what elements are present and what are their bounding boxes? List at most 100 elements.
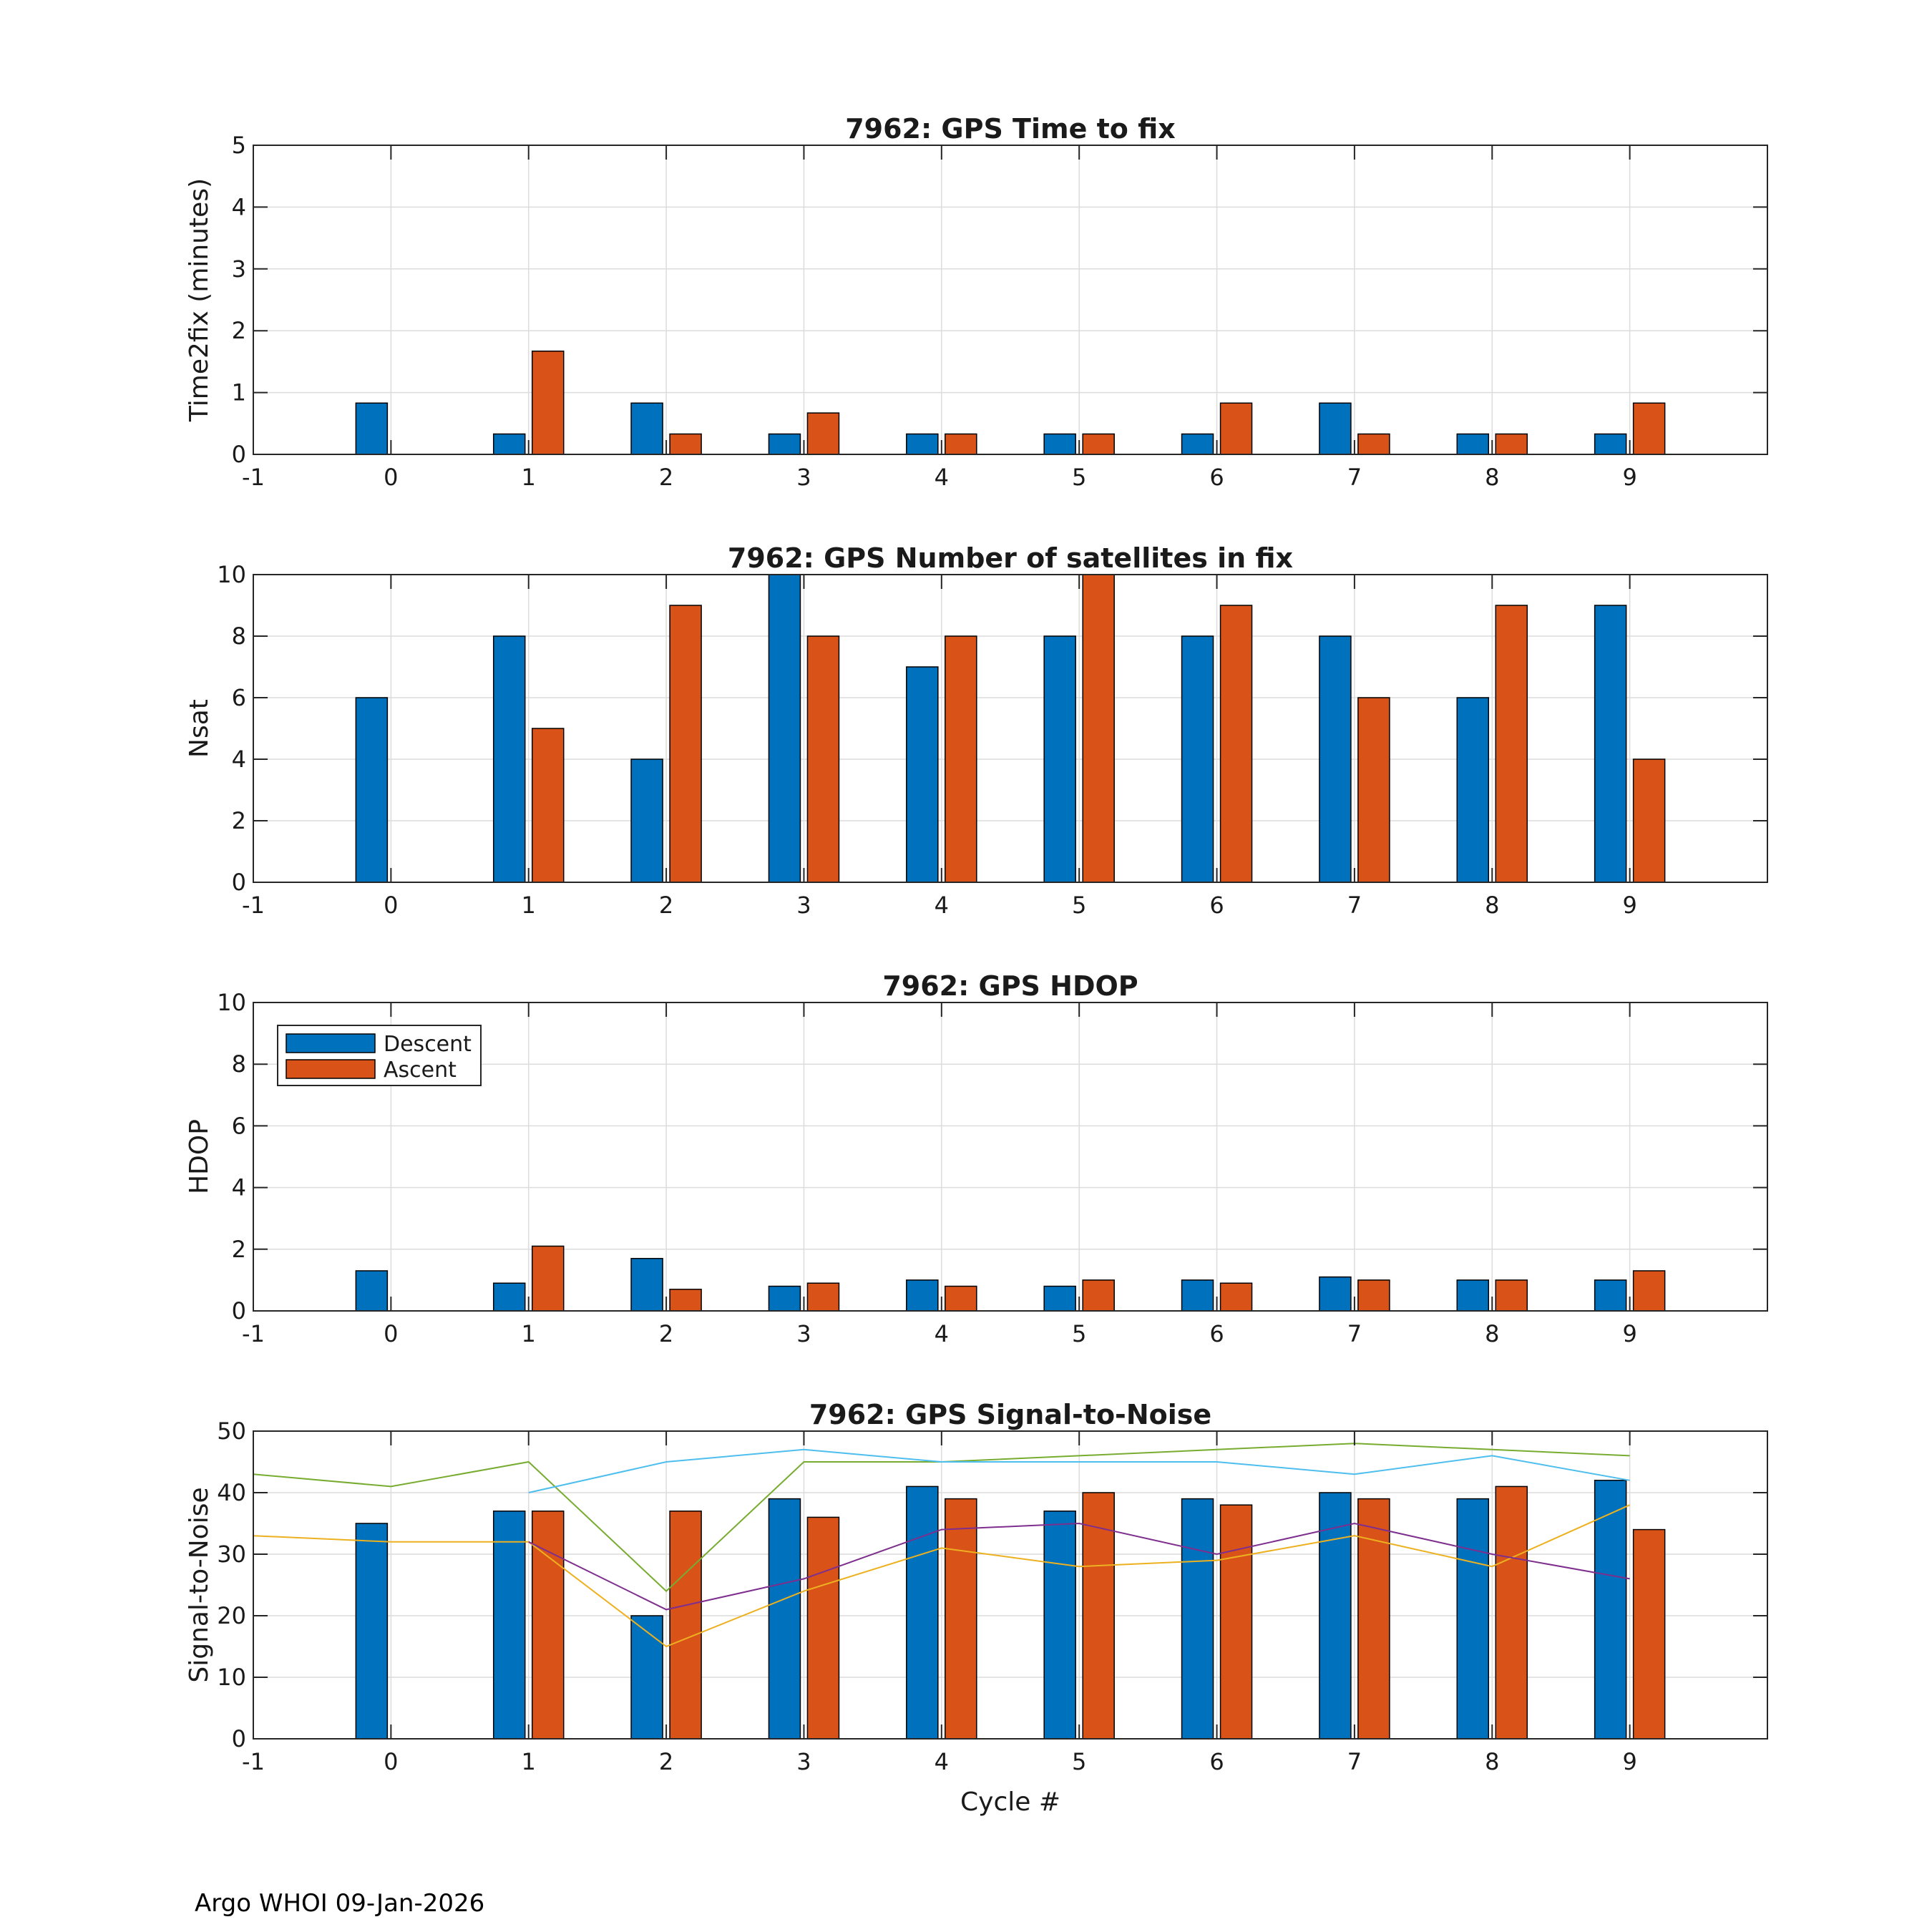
x-tick-label: 3 [796, 464, 811, 491]
plot-area [253, 575, 1767, 882]
y-tick-label: 0 [232, 441, 246, 468]
y-tick-label: 10 [217, 561, 246, 588]
ascent-bar-cycle-1 [531, 350, 565, 455]
x-tick-label: 4 [935, 892, 949, 919]
ascent-bar-cycle-5 [1082, 1492, 1115, 1740]
x-tick-label: 9 [1622, 892, 1636, 919]
x-tick-label: 5 [1072, 464, 1086, 491]
x-tick-label: 2 [659, 1748, 673, 1775]
descent-bar-cycle-5 [1043, 1285, 1076, 1312]
ascent-bar-cycle-5 [1082, 1279, 1115, 1312]
chart-title: 7962: GPS Signal-to-Noise [809, 1399, 1211, 1430]
ascent-bar-cycle-7 [1357, 1498, 1390, 1740]
x-tick-label: 8 [1485, 464, 1499, 491]
x-tick-label: 6 [1209, 464, 1224, 491]
y-tick-label: 0 [232, 869, 246, 896]
y-tick-label: 5 [232, 132, 246, 159]
x-tick-label: -1 [242, 1320, 265, 1347]
y-tick-label: 2 [232, 1236, 246, 1263]
axes-box [253, 574, 1768, 883]
ascent-bar-cycle-8 [1495, 433, 1528, 455]
ascent-bar-cycle-7 [1357, 433, 1390, 455]
axes-box [253, 1002, 1768, 1312]
ascent-bar-cycle-5 [1082, 433, 1115, 455]
ascent-bar-cycle-3 [806, 1282, 840, 1312]
ascent-bar-cycle-6 [1219, 1504, 1253, 1740]
descent-bar-cycle-3 [768, 574, 801, 883]
x-tick-label: 1 [522, 464, 536, 491]
ascent-bar-cycle-3 [806, 412, 840, 455]
x-tick-label: 2 [659, 464, 673, 491]
descent-bar-cycle-7 [1319, 402, 1352, 455]
ascent-bar-cycle-1 [531, 728, 565, 883]
descent-bar-cycle-0 [355, 402, 389, 455]
y-axis-label: Signal-to-Noise [185, 1487, 214, 1682]
x-tick-label: 7 [1347, 464, 1362, 491]
y-tick-label: 8 [232, 1050, 246, 1078]
x-tick-label: -1 [242, 892, 265, 919]
descent-bar-cycle-9 [1594, 433, 1627, 455]
ascent-bar-cycle-5 [1082, 574, 1115, 883]
grid [253, 1002, 1767, 1311]
x-tick-label: 1 [522, 892, 536, 919]
ascent-bar-cycle-1 [531, 1245, 565, 1312]
descent-bar-cycle-0 [355, 1523, 389, 1740]
x-tick-label: 5 [1072, 892, 1086, 919]
y-tick-label: 10 [217, 1664, 246, 1691]
ascent-bar-cycle-9 [1632, 1270, 1666, 1312]
y-axis-label: Nsat [185, 699, 214, 758]
x-tick-label: 6 [1209, 892, 1224, 919]
x-tick-label: 1 [522, 1748, 536, 1775]
y-tick-label: 0 [232, 1725, 246, 1752]
y-tick-label: 0 [232, 1297, 246, 1324]
x-tick-label: 0 [384, 1748, 398, 1775]
descent-bar-cycle-2 [630, 758, 663, 883]
y-tick-label: 4 [232, 746, 246, 773]
y-tick-label: 2 [232, 317, 246, 344]
descent-bar-cycle-4 [906, 433, 939, 455]
descent-bar-cycle-6 [1181, 1279, 1214, 1312]
x-tick-label: 9 [1622, 464, 1636, 491]
x-tick-label: 1 [522, 1320, 536, 1347]
ascent-bar-cycle-7 [1357, 697, 1390, 883]
descent-bar-cycle-8 [1456, 1279, 1490, 1312]
plot-area [253, 1002, 1767, 1311]
descent-bar-cycle-4 [906, 1279, 939, 1312]
y-tick-label: 20 [217, 1602, 246, 1629]
x-tick-label: 8 [1485, 1748, 1499, 1775]
x-tick-label: 6 [1209, 1320, 1224, 1347]
ascent-bar-cycle-9 [1632, 402, 1666, 455]
ascent-bar-cycle-9 [1632, 1528, 1666, 1740]
ascent-bar-cycle-6 [1219, 605, 1253, 883]
y-tick-label: 30 [217, 1541, 246, 1568]
ascent-bar-cycle-3 [806, 1516, 840, 1740]
chart-title: 7962: GPS Number of satellites in fix [728, 542, 1293, 574]
y-axis-label: Time2fix (minutes) [185, 178, 214, 422]
x-tick-label: -1 [242, 1748, 265, 1775]
x-tick-label: 2 [659, 892, 673, 919]
descent-bar-cycle-5 [1043, 433, 1076, 455]
descent-bar-cycle-9 [1594, 605, 1627, 883]
descent-bar-cycle-0 [355, 1270, 389, 1312]
x-tick-label: 4 [935, 464, 949, 491]
footer-credit: Argo WHOI 09-Jan-2026 [195, 1889, 485, 1918]
x-tick-label: 0 [384, 892, 398, 919]
y-tick-label: 2 [232, 807, 246, 834]
x-axis-label: Cycle # [960, 1787, 1060, 1817]
x-tick-label: 0 [384, 464, 398, 491]
x-tick-label: 7 [1347, 1748, 1362, 1775]
descent-bar-cycle-1 [492, 433, 526, 455]
descent-bar-cycle-5 [1043, 1511, 1076, 1740]
descent-bar-cycle-6 [1181, 433, 1214, 455]
descent-bar-cycle-4 [906, 666, 939, 883]
y-tick-label: 8 [232, 623, 246, 650]
descent-bar-cycle-2 [630, 1615, 663, 1740]
